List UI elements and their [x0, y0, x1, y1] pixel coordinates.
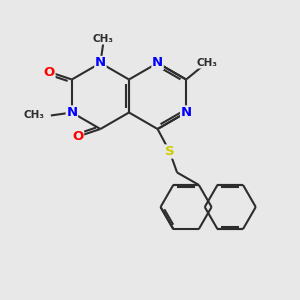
Text: CH₃: CH₃	[24, 110, 45, 121]
Text: N: N	[66, 106, 77, 119]
Text: O: O	[72, 130, 83, 143]
Text: N: N	[181, 106, 192, 119]
Text: CH₃: CH₃	[197, 58, 218, 68]
Text: S: S	[165, 145, 174, 158]
Text: N: N	[95, 56, 106, 70]
Text: CH₃: CH₃	[93, 34, 114, 44]
Text: O: O	[44, 65, 55, 79]
Text: N: N	[152, 56, 163, 70]
